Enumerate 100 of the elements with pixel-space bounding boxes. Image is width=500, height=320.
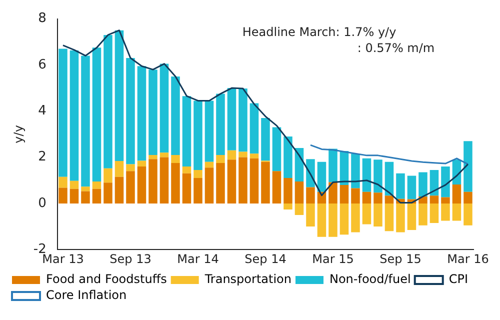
bar bbox=[104, 182, 112, 204]
bar bbox=[81, 56, 90, 187]
bar bbox=[261, 162, 270, 204]
legend-label: Non-food/fuel bbox=[329, 272, 411, 286]
bar bbox=[216, 94, 225, 155]
y-tick-label: 8 bbox=[38, 11, 46, 26]
bar bbox=[328, 182, 338, 204]
bar bbox=[238, 157, 248, 204]
bar bbox=[441, 166, 450, 198]
bar bbox=[452, 184, 462, 204]
annotation: : 0.57% m/m bbox=[357, 40, 435, 55]
bar bbox=[137, 66, 146, 161]
x-tick-label: Mar 15 bbox=[312, 252, 354, 266]
bar bbox=[216, 163, 225, 204]
bar bbox=[340, 203, 349, 235]
bar bbox=[114, 30, 124, 161]
bar bbox=[384, 203, 394, 232]
legend-label: CPI bbox=[448, 272, 468, 286]
bar bbox=[407, 203, 416, 230]
x-tick-label: Mar 16 bbox=[447, 252, 489, 266]
bar bbox=[137, 160, 146, 167]
bar bbox=[384, 196, 394, 204]
bar bbox=[182, 173, 192, 204]
x-tick-label: Sep 15 bbox=[380, 252, 422, 266]
bar bbox=[374, 160, 382, 193]
bar bbox=[384, 162, 394, 196]
y-tick-label: 6 bbox=[38, 57, 46, 72]
bar bbox=[238, 88, 248, 152]
legend-label: Core Inflation bbox=[46, 288, 127, 302]
bar bbox=[328, 148, 338, 182]
bar bbox=[148, 154, 158, 160]
bar bbox=[227, 88, 236, 150]
bar bbox=[182, 166, 192, 174]
bar bbox=[250, 154, 259, 158]
legend-label: Transportation bbox=[204, 272, 292, 286]
bar bbox=[238, 152, 248, 158]
bar bbox=[284, 136, 292, 178]
bar bbox=[464, 203, 472, 226]
bar bbox=[81, 191, 90, 204]
bar bbox=[407, 176, 416, 200]
bar bbox=[92, 188, 102, 204]
bar bbox=[137, 166, 146, 204]
x-tick-label: Mar 14 bbox=[177, 252, 219, 266]
bar bbox=[452, 203, 462, 221]
bar bbox=[317, 203, 326, 237]
bar bbox=[250, 103, 259, 154]
bar bbox=[396, 203, 405, 232]
bar bbox=[441, 203, 450, 221]
bar bbox=[284, 178, 292, 204]
bar bbox=[340, 184, 349, 204]
bar bbox=[430, 196, 439, 204]
bar bbox=[351, 188, 360, 204]
bar bbox=[92, 182, 102, 189]
bar bbox=[430, 203, 439, 224]
bar bbox=[194, 100, 202, 170]
bar bbox=[317, 162, 326, 192]
bar bbox=[374, 192, 382, 204]
bar bbox=[272, 171, 282, 204]
bar bbox=[148, 159, 158, 204]
bar bbox=[126, 164, 135, 172]
bar bbox=[194, 170, 202, 178]
bar bbox=[294, 182, 304, 204]
bar bbox=[126, 171, 135, 204]
bar bbox=[171, 154, 180, 164]
bar bbox=[464, 141, 472, 192]
bar bbox=[204, 100, 214, 162]
bar bbox=[362, 192, 372, 204]
bar bbox=[294, 203, 304, 215]
bar bbox=[148, 70, 158, 155]
bar bbox=[272, 127, 282, 172]
bar bbox=[328, 203, 338, 237]
bar bbox=[362, 158, 372, 192]
bar bbox=[58, 188, 68, 204]
bar bbox=[114, 176, 124, 204]
bar bbox=[261, 118, 270, 161]
x-tick-label: Mar 13 bbox=[42, 252, 84, 266]
bar bbox=[58, 48, 68, 177]
x-tick-label: Sep 14 bbox=[244, 252, 286, 266]
bar bbox=[216, 154, 225, 164]
bar bbox=[418, 203, 428, 226]
bar bbox=[227, 150, 236, 160]
bar bbox=[194, 178, 202, 204]
annotation: Headline March: 1.7% y/y bbox=[242, 24, 396, 39]
bar bbox=[104, 168, 112, 183]
bar bbox=[250, 158, 259, 204]
bar bbox=[430, 170, 439, 196]
bar bbox=[351, 154, 360, 188]
bar bbox=[126, 58, 135, 164]
bar bbox=[464, 192, 472, 204]
bar bbox=[396, 173, 405, 199]
bar bbox=[351, 203, 360, 232]
bar bbox=[171, 76, 180, 155]
bar bbox=[227, 160, 236, 204]
bar bbox=[70, 50, 79, 181]
x-tick-label: Sep 13 bbox=[110, 252, 152, 266]
y-tick-label: 2 bbox=[38, 150, 46, 165]
bar bbox=[160, 152, 169, 158]
legend-label: Food and Foodstuffs bbox=[46, 272, 167, 286]
y-axis-title: y/y bbox=[11, 125, 26, 144]
bar bbox=[306, 187, 315, 204]
